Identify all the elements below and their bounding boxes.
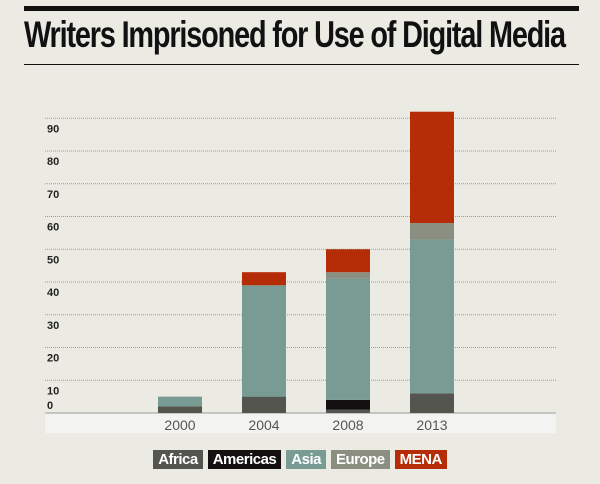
bar-segment-mena-2008 bbox=[326, 249, 370, 273]
x-axis-band bbox=[45, 413, 556, 433]
bar-segment-asia-2004 bbox=[242, 285, 286, 397]
bar-segment-europe-2008 bbox=[326, 272, 370, 279]
legend-item-africa: Africa bbox=[153, 450, 203, 469]
y-tick-label: 40 bbox=[47, 287, 59, 299]
x-tick-label: 2008 bbox=[332, 417, 363, 433]
chart-title: Writers Imprisoned for Use of Digital Me… bbox=[24, 14, 566, 55]
bar-segment-africa-2004 bbox=[242, 396, 286, 413]
x-tick-label: 2004 bbox=[248, 417, 279, 433]
y-tick-label: 50 bbox=[47, 254, 59, 266]
x-tick-label: 2000 bbox=[164, 417, 195, 433]
legend-item-asia: Asia bbox=[286, 450, 326, 469]
legend: Africa Americas Asia Europe MENA bbox=[0, 450, 600, 469]
y-tick-label: 90 bbox=[47, 123, 59, 135]
y-tick-label: 20 bbox=[47, 353, 59, 365]
bar-segment-mena-2004 bbox=[242, 272, 286, 286]
top-bar bbox=[24, 6, 579, 11]
legend-item-europe: Europe bbox=[330, 450, 390, 469]
x-tick-label: 2013 bbox=[416, 417, 447, 433]
y-tick-label: 10 bbox=[47, 385, 59, 397]
bar-segment-americas-2008 bbox=[326, 399, 370, 410]
title-rule bbox=[24, 64, 579, 65]
y-tick-label: 0 bbox=[47, 400, 53, 412]
bar-segment-europe-2013 bbox=[410, 223, 454, 240]
bar-segment-asia-2013 bbox=[410, 239, 454, 394]
bar-segment-mena-2013 bbox=[410, 111, 454, 224]
y-tick-label: 70 bbox=[47, 189, 59, 201]
y-tick-label: 30 bbox=[47, 320, 59, 332]
bar-segment-asia-2008 bbox=[326, 278, 370, 400]
legend-item-mena: MENA bbox=[394, 450, 447, 469]
bar-segment-asia-2000 bbox=[158, 396, 202, 407]
bar-segment-africa-2008 bbox=[326, 409, 370, 413]
bar-segment-africa-2000 bbox=[158, 406, 202, 413]
bar-segment-africa-2013 bbox=[410, 393, 454, 413]
y-tick-label: 80 bbox=[47, 156, 59, 168]
legend-item-americas: Americas bbox=[207, 450, 282, 469]
y-tick-label: 60 bbox=[47, 222, 59, 234]
